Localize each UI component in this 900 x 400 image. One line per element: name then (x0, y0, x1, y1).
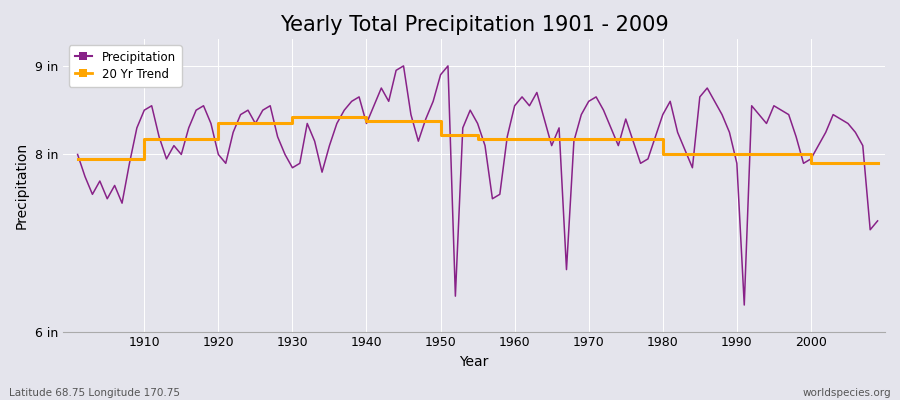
Text: Latitude 68.75 Longitude 170.75: Latitude 68.75 Longitude 170.75 (9, 388, 180, 398)
X-axis label: Year: Year (459, 355, 489, 369)
Title: Yearly Total Precipitation 1901 - 2009: Yearly Total Precipitation 1901 - 2009 (280, 15, 669, 35)
Text: worldspecies.org: worldspecies.org (803, 388, 891, 398)
Y-axis label: Precipitation: Precipitation (15, 142, 29, 229)
Legend: Precipitation, 20 Yr Trend: Precipitation, 20 Yr Trend (68, 45, 182, 86)
